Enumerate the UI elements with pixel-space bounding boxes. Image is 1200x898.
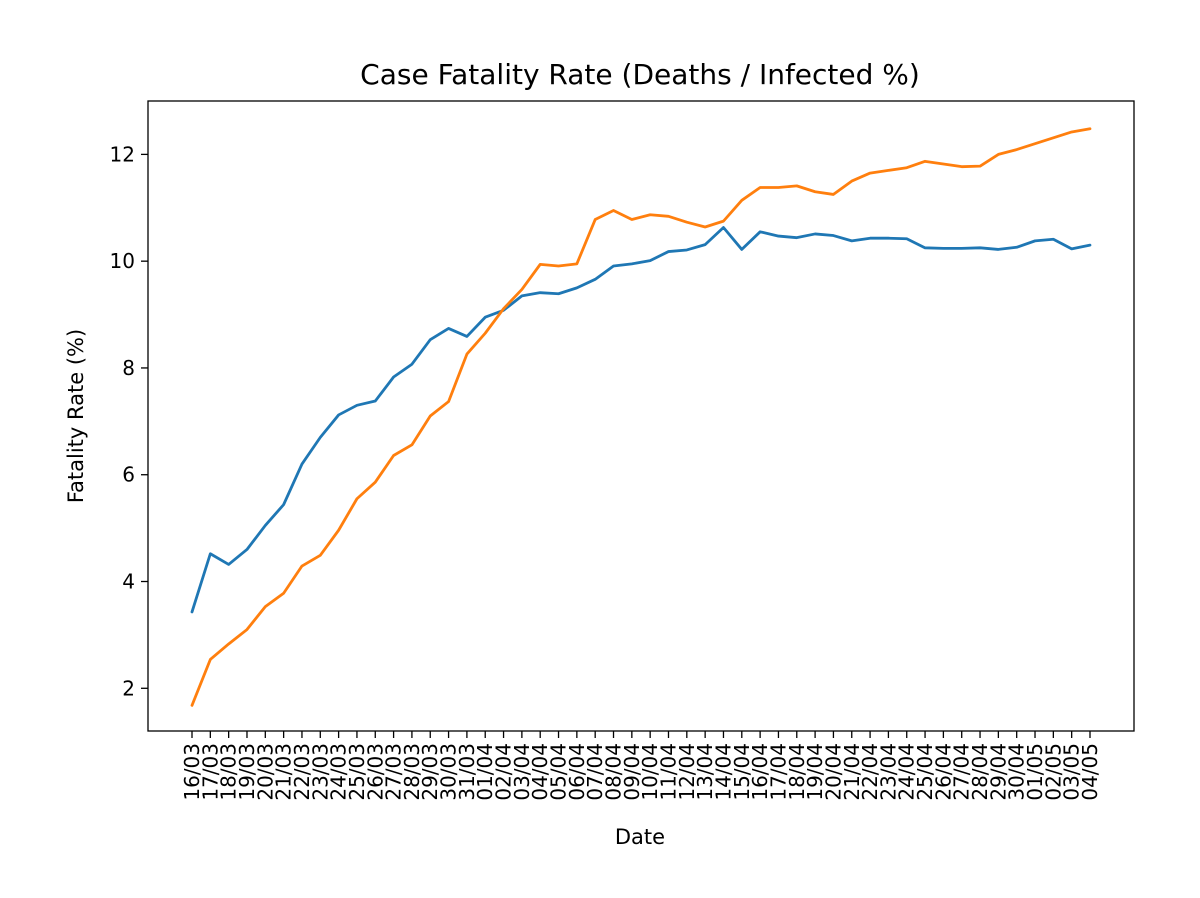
x-tick-label: 06/04 [565,743,589,801]
x-tick-label: 20/03 [253,743,277,801]
x-tick-label: 02/05 [1041,743,1065,801]
x-tick-label: 15/04 [730,743,754,801]
x-tick-label: 22/03 [290,743,314,801]
x-tick-label: 19/04 [803,743,827,801]
series-line-1 [190,226,1092,614]
plot-frame [147,100,1135,732]
y-tick-label: 6 [122,463,135,487]
y-tick-label: 4 [122,570,135,594]
x-tick-label: 26/03 [363,743,387,801]
x-tick-label: 11/04 [656,743,680,801]
x-axis-ticks: 16/0317/0318/0319/0320/0321/0322/0323/03… [180,731,1102,801]
x-tick-label: 21/04 [840,743,864,801]
x-tick-label: 01/04 [473,743,497,801]
x-tick-label: 20/04 [821,743,845,801]
x-tick-label: 16/03 [180,743,204,801]
x-tick-label: 10/04 [638,743,662,801]
x-tick-label: 19/03 [235,743,259,801]
x-tick-label: 09/04 [620,743,644,801]
x-tick-label: 12/04 [675,743,699,801]
x-tick-label: 23/03 [308,743,332,801]
x-tick-label: 08/04 [602,743,626,801]
x-tick-label: 25/04 [913,743,937,801]
x-tick-label: 05/04 [547,743,571,801]
x-tick-label: 28/03 [400,743,424,801]
x-tick-label: 26/04 [931,743,955,801]
x-axis-label: Date [615,825,665,849]
x-tick-label: 03/05 [1060,743,1084,801]
x-tick-label: 18/04 [785,743,809,801]
x-tick-label: 27/04 [950,743,974,801]
x-tick-label: 07/04 [583,743,607,801]
x-tick-label: 17/04 [766,743,790,801]
y-axis-label: Fatality Rate (%) [64,329,88,503]
x-tick-label: 14/04 [711,743,735,801]
x-tick-label: 16/04 [748,743,772,801]
x-tick-label: 03/04 [510,743,534,801]
x-tick-label: 04/04 [528,743,552,801]
x-tick-label: 04/05 [1078,743,1102,801]
x-tick-label: 30/04 [1005,743,1029,801]
x-tick-label: 13/04 [693,743,717,801]
x-tick-label: 18/03 [217,743,241,801]
x-tick-label: 30/03 [437,743,461,801]
x-tick-label: 02/04 [492,743,516,801]
x-tick-label: 31/03 [455,743,479,801]
series-line-2 [190,127,1092,707]
x-tick-label: 28/04 [968,743,992,801]
x-tick-label: 24/04 [895,743,919,801]
x-tick-label: 22/04 [858,743,882,801]
y-axis-ticks: 2 4 6 8 10 12 [110,142,148,700]
y-tick-label: 12 [110,142,135,166]
x-tick-label: 25/03 [345,743,369,801]
x-tick-label: 21/03 [272,743,296,801]
x-tick-label: 27/03 [382,743,406,801]
x-tick-label: 29/03 [418,743,442,801]
x-tick-label: 24/03 [327,743,351,801]
y-tick-label: 8 [122,356,135,380]
x-tick-label: 23/04 [876,743,900,801]
y-tick-label: 2 [122,676,135,700]
x-tick-label: 17/03 [198,743,222,801]
chart-title: Case Fatality Rate (Deaths / Infected %) [360,58,920,91]
x-tick-label: 01/05 [1023,743,1047,801]
series-layer [190,127,1092,707]
x-tick-label: 29/04 [986,743,1010,801]
y-tick-label: 10 [110,249,135,273]
